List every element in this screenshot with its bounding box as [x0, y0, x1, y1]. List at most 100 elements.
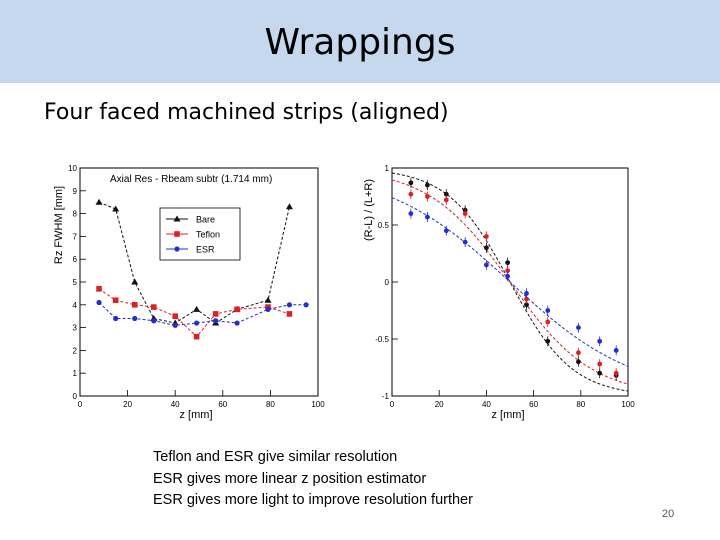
data-point-teflon [131, 302, 138, 308]
legend-entries: Bare Teflon ESR [166, 215, 220, 255]
data-point-bare [425, 182, 430, 188]
data-point-esr [505, 273, 511, 279]
data-point-teflon [462, 211, 468, 217]
data-point-teflon [112, 297, 119, 304]
right-axes: 0 20 40 60 80 100 -1 -0.5 0 0.5 1 [375, 164, 635, 409]
data-point-teflon [425, 194, 430, 199]
series-line-bare [98, 201, 290, 324]
left-plot-frame [79, 167, 319, 397]
bullet-item: ESR gives more linear z position estimat… [153, 470, 427, 487]
data-point-bare [576, 359, 581, 365]
fit-curve-teflon [391, 179, 629, 385]
data-point-teflon [505, 268, 511, 273]
y-tick-label: 0 [73, 392, 78, 401]
data-point-bare [193, 305, 201, 312]
data-point-teflon [234, 306, 240, 313]
data-point-esr [484, 262, 489, 268]
data-point-esr [194, 320, 200, 326]
y-tick-label: 0.5 [378, 221, 390, 230]
bullet-list: Teflon and ESR give similar resolution E… [153, 447, 473, 512]
data-point-esr [151, 318, 157, 324]
data-point-bare [443, 191, 449, 197]
data-point-bare [285, 203, 293, 210]
data-point-teflon [613, 370, 619, 376]
data-point-bare [597, 370, 603, 376]
data-point-teflon [524, 296, 529, 302]
right-fits [391, 172, 629, 392]
data-point-esr [234, 320, 240, 326]
x-tick-label: 0 [390, 400, 395, 409]
x-tick-label: 40 [171, 400, 180, 409]
fit-curve-esr [391, 197, 629, 367]
y-tick-label: 10 [68, 164, 77, 173]
data-point-teflon [597, 361, 603, 367]
legend-marker-esr [174, 246, 180, 252]
data-point-bare [408, 180, 414, 186]
y-tick-label: 1 [385, 164, 390, 173]
data-point-bare [505, 260, 511, 266]
data-point-esr [96, 299, 102, 306]
x-tick-label: 20 [435, 400, 444, 409]
slide-title: Wrappings [264, 22, 456, 63]
data-point-esr [132, 315, 138, 322]
data-point-esr [213, 318, 219, 324]
data-point-teflon [545, 319, 551, 325]
legend-label-esr: ESR [196, 245, 215, 255]
x-tick-label: 100 [311, 400, 325, 409]
legend-label-teflon: Teflon [196, 230, 220, 240]
series-line-teflon [98, 288, 290, 338]
x-tick-label: 60 [218, 400, 227, 409]
page-number: 20 [662, 508, 675, 520]
data-point-bare [524, 302, 529, 308]
data-point-esr [545, 308, 551, 313]
x-tick-label: 60 [529, 400, 538, 409]
data-point-esr [425, 214, 430, 220]
data-point-teflon [484, 234, 489, 239]
data-point-teflon [193, 333, 200, 340]
data-point-teflon [576, 350, 581, 356]
legend-marker-bare [173, 215, 181, 222]
title-bar [0, 0, 720, 83]
asymmetry-chart: (R-L) / (L+R) z [mm] 0 20 40 60 80 100-1-0.50… [363, 164, 635, 421]
left-series [95, 198, 309, 340]
data-point-esr [303, 302, 309, 308]
legend: Bare Teflon ESR [159, 207, 241, 261]
data-point-teflon [212, 311, 219, 317]
data-point-bare [545, 338, 551, 344]
left-axes: 0 20 40 60 80 100 0 1 2 3 4 5 6 7 8 9 10 [68, 164, 325, 409]
y-tick-label: 4 [73, 301, 78, 310]
data-point-esr [172, 322, 178, 328]
data-point-esr [408, 211, 414, 217]
y-tick-label: 6 [73, 255, 78, 264]
data-point-esr [462, 239, 468, 245]
data-point-teflon [96, 286, 102, 292]
data-point-teflon [408, 191, 414, 197]
data-point-bare [112, 205, 120, 212]
data-point-teflon [172, 313, 178, 319]
left-y-label: Rz FWHM [mm] [53, 186, 65, 264]
right-series [408, 177, 619, 381]
data-point-esr [524, 291, 529, 296]
data-point-esr [443, 228, 449, 234]
y-tick-label: 9 [73, 187, 78, 196]
x-tick-label: 80 [266, 400, 275, 409]
y-tick-label: -1 [382, 392, 390, 401]
left-chart-title: Axial Res - Rbeam subtr (1.714 mm) [110, 174, 272, 185]
data-point-teflon [286, 311, 293, 317]
data-point-esr [613, 348, 619, 353]
data-point-teflon [443, 197, 449, 203]
data-point-esr [597, 338, 603, 344]
y-tick-label: 1 [73, 369, 78, 378]
y-tick-label: 7 [73, 232, 78, 241]
data-point-esr [113, 315, 119, 322]
y-tick-label: -0.5 [375, 335, 389, 344]
series-line-esr [98, 302, 307, 326]
bullet-item: Teflon and ESR give similar resolution [153, 449, 398, 465]
fit-curve-bare [391, 172, 629, 392]
legend-label-bare: Bare [196, 215, 215, 225]
resolution-chart: Axial Res - Rbeam subtr (1.714 mm) Rz FW… [53, 164, 325, 421]
x-tick-label: 80 [576, 400, 585, 409]
x-tick-label: 0 [78, 400, 83, 409]
data-point-bare [264, 296, 272, 303]
